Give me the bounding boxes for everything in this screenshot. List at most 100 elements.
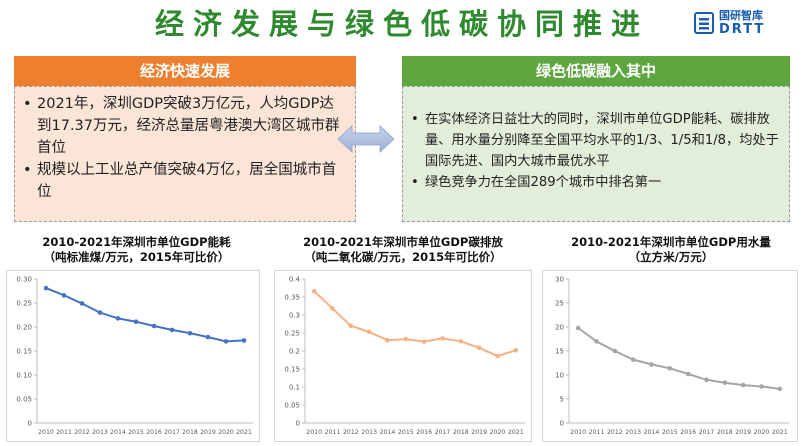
data-point <box>97 310 103 315</box>
green-lowcarbon-body: 在实体经济日益壮大的同时，深圳市单位GDP能耗、碳排放量、用水量分别降至全国平均… <box>402 86 790 222</box>
logo: 国研智库 DRTT <box>694 9 790 39</box>
x-tick-label: 2020 <box>754 429 770 436</box>
data-point <box>115 316 121 321</box>
x-tick-label: 2021 <box>508 429 524 436</box>
energy-chart-frame: 0 0.05 0.10 0.15 0.20 0.25 0.30 2010 2011 2012 201… <box>6 270 260 442</box>
x-tick-label: 2018 <box>453 429 469 436</box>
data-point <box>385 337 390 343</box>
data-point <box>61 293 67 298</box>
water-chart-subtitle: （立方米/万元） <box>628 250 714 264</box>
data-point <box>575 325 581 331</box>
x-tick-label: 2010 <box>570 429 586 436</box>
y-tick-label: 0.1 <box>289 384 300 392</box>
x-tick-label: 2019 <box>735 429 751 436</box>
x-tick-label: 2016 <box>146 429 162 436</box>
y-tick-label: 0.15 <box>16 348 32 356</box>
x-tick-label: 2010 <box>306 429 322 436</box>
data-point <box>458 338 464 344</box>
y-tick-label: 0 <box>560 420 564 428</box>
double-arrow-icon <box>337 125 395 153</box>
green-lowcarbon-header: 绿色低碳融入其中 <box>402 56 790 86</box>
logo-text-en: DRTT <box>719 22 766 37</box>
energy-chart-title: 2010-2021年深圳市单位GDP能耗 （吨标准煤/万元，2015年可比价） <box>14 235 259 265</box>
drtt-logo-icon <box>694 12 714 34</box>
water-chart-frame: 0 5 10 15 20 25 30 2010 2011 2012 2013 2014 2015 2016… <box>542 270 798 442</box>
x-tick-label: 2021 <box>772 429 788 436</box>
x-tick-label: 2020 <box>218 429 234 436</box>
x-tick-label: 2012 <box>74 429 90 436</box>
y-tick-label: 0.10 <box>16 372 32 380</box>
x-tick-label: 2016 <box>416 429 432 436</box>
y-tick-label: 0 <box>28 420 32 428</box>
data-point <box>649 362 654 367</box>
y-tick-label: 20 <box>555 324 564 332</box>
y-tick-label: 0.15 <box>284 366 300 374</box>
carbon-chart-title-text: 2010-2021年深圳市单位GDP碳排放 <box>303 235 503 249</box>
data-point <box>440 336 445 341</box>
bullet-item: 规模以上工业总产值突破4万亿，居全国城市首位 <box>23 159 345 203</box>
data-point <box>205 334 211 340</box>
carbon-chart-subtitle: （吨二氧化碳/万元，2015年可比价） <box>304 250 502 264</box>
bullet-item: 在实体经济日益壮大的同时，深圳市单位GDP能耗、碳排放量、用水量分别降至全国平均… <box>411 109 781 172</box>
data-point <box>612 348 618 354</box>
x-tick-label: 2020 <box>490 429 506 436</box>
y-tick-label: 0.05 <box>16 396 32 404</box>
energy-chart-title-text: 2010-2021年深圳市单位GDP能耗 <box>42 235 231 249</box>
series-line <box>577 327 780 390</box>
data-point <box>594 339 599 344</box>
bullet-item: 绿色竞争力在全国289个城市中排名第一 <box>411 172 781 193</box>
x-tick-label: 2011 <box>589 429 605 436</box>
y-tick-label: 0.05 <box>284 402 300 410</box>
x-tick-label: 2012 <box>343 429 359 436</box>
data-point <box>630 357 636 362</box>
series-line <box>45 287 245 343</box>
data-point <box>330 306 335 311</box>
y-tick-label: 10 <box>555 372 564 380</box>
x-tick-label: 2011 <box>325 429 341 436</box>
economic-growth-header: 经济快速发展 <box>14 56 356 86</box>
y-tick-label: 0.35 <box>284 294 300 302</box>
x-tick-label: 2013 <box>625 429 641 436</box>
y-tick-label: 5 <box>560 396 564 404</box>
data-point <box>704 377 709 383</box>
x-tick-label: 2021 <box>236 429 252 436</box>
economic-growth-bullets: 2021年，深圳GDP突破3万亿元，人均GDP达到17.37万元，经济总量居粤港… <box>23 93 345 203</box>
bullet-item: 2021年，深圳GDP突破3万亿元，人均GDP达到17.37万元，经济总量居粤港… <box>23 93 345 159</box>
data-point <box>348 323 354 329</box>
data-point <box>169 327 175 333</box>
energy-chart-subtitle: （吨标准煤/万元，2015年可比价） <box>43 250 230 264</box>
y-tick-label: 0 <box>296 420 300 428</box>
data-point <box>667 365 673 371</box>
carbon-chart-title: 2010-2021年深圳市单位GDP碳排放 （吨二氧化碳/万元，2015年可比价… <box>274 235 532 265</box>
series-line <box>313 290 517 358</box>
data-point <box>366 329 372 335</box>
x-tick-label: 2013 <box>92 429 108 436</box>
x-tick-label: 2011 <box>56 429 72 436</box>
page-title: 经济发展与绿色低碳协同推进 <box>154 7 649 41</box>
data-point <box>133 319 139 325</box>
x-tick-label: 2014 <box>644 429 660 436</box>
water-chart: 0 5 10 15 20 25 30 2010 2011 2012 2013 2014 2015 2016… <box>555 276 789 436</box>
data-point <box>777 386 783 392</box>
x-tick-label: 2015 <box>662 429 678 436</box>
y-tick-label: 25 <box>555 300 564 308</box>
green-lowcarbon-panel: 绿色低碳融入其中 在实体经济日益壮大的同时，深圳市单位GDP能耗、碳排放量、用水… <box>402 56 790 222</box>
water-chart-title-text: 2010-2021年深圳市单位GDP用水量 <box>571 235 771 249</box>
y-tick-label: 0.25 <box>16 300 32 308</box>
x-tick-label: 2016 <box>680 429 696 436</box>
data-point <box>421 339 427 344</box>
data-point <box>241 338 247 343</box>
data-point <box>740 382 746 388</box>
water-chart-title: 2010-2021年深圳市单位GDP用水量 （立方米/万元） <box>542 235 800 265</box>
x-tick-label: 2019 <box>200 429 216 436</box>
data-point <box>403 336 409 342</box>
x-tick-label: 2013 <box>361 429 377 436</box>
x-tick-label: 2014 <box>110 429 126 436</box>
y-tick-label: 30 <box>555 276 564 284</box>
y-tick-label: 0.20 <box>16 324 32 332</box>
logo-text-cn: 国研智库 <box>719 9 763 22</box>
data-point <box>151 323 157 329</box>
data-point <box>223 339 229 344</box>
economic-growth-body: 2021年，深圳GDP突破3万亿元，人均GDP达到17.37万元，经济总量居粤港… <box>14 86 356 222</box>
